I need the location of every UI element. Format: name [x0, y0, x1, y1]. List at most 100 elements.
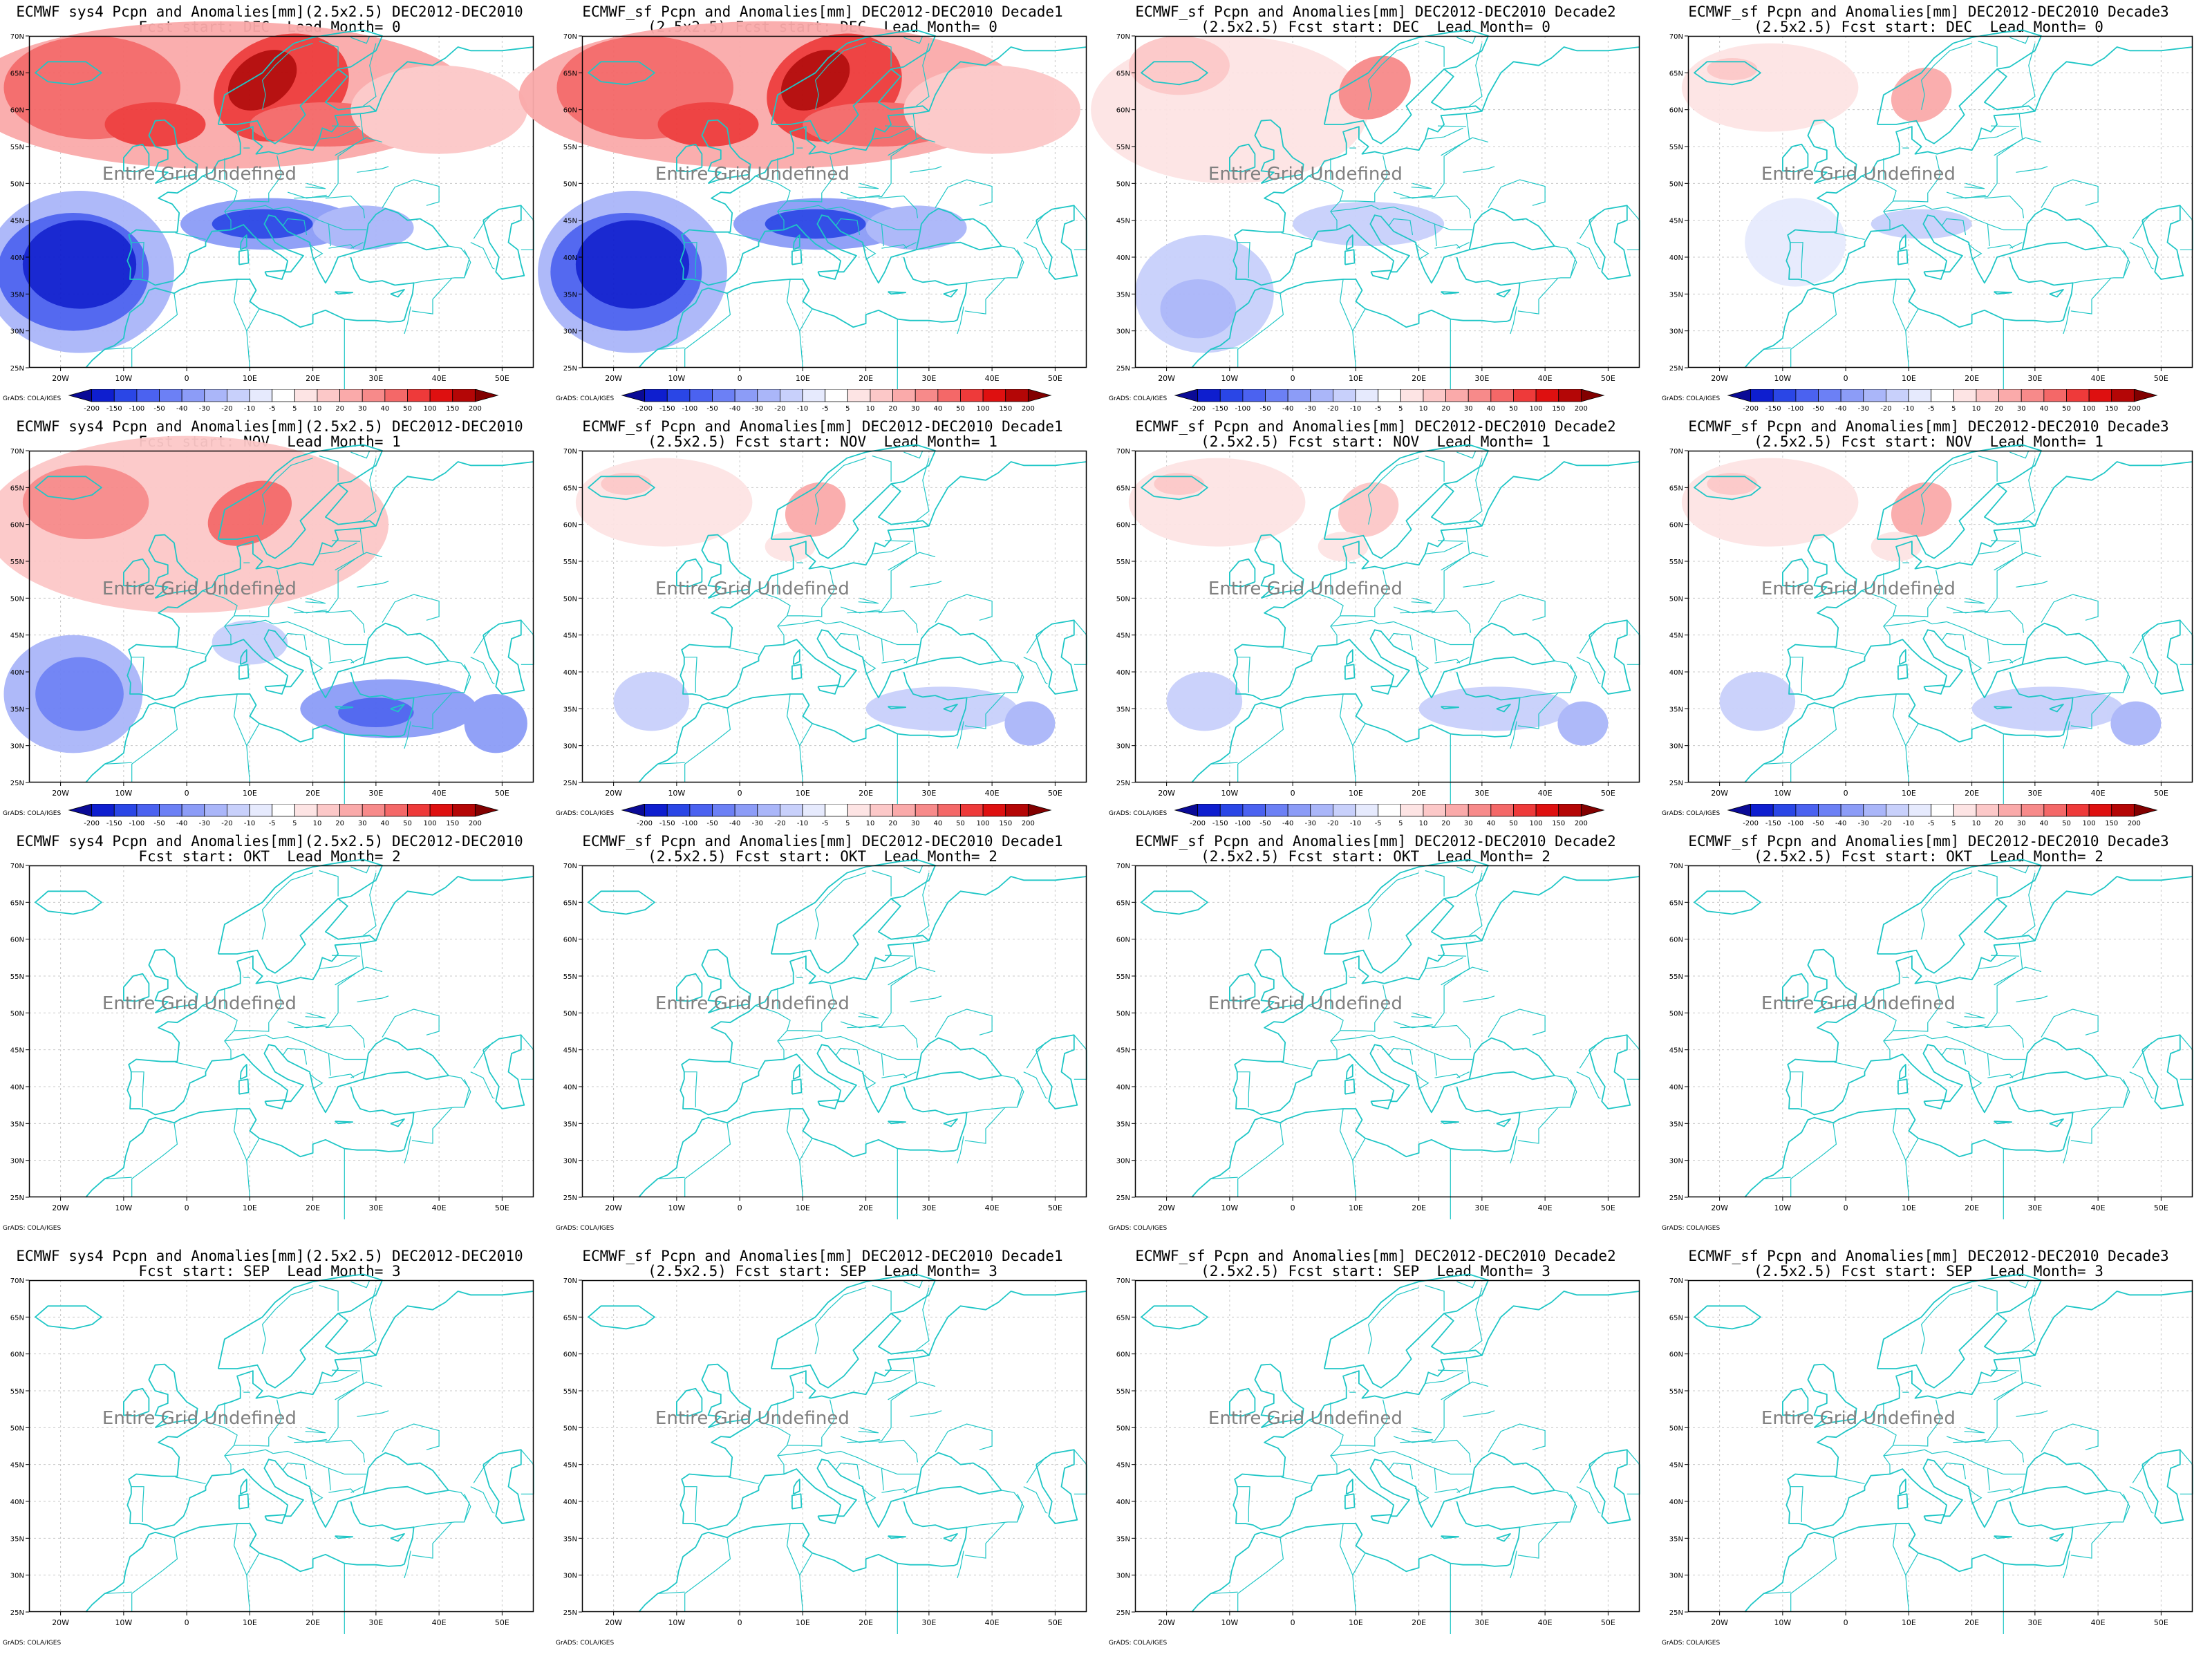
lon-tick-label: 10E — [1349, 1618, 1363, 1627]
legend-swatch — [1818, 803, 1841, 817]
legend-swatch — [780, 803, 803, 817]
lat-tick-label: 25N — [1669, 780, 1683, 787]
lat-tick-label: 40N — [10, 1084, 24, 1091]
lat-tick-label: 35N — [10, 291, 24, 299]
europe-map: Entire Grid Undefined 20W 10W 0 10E 20E 30E 40E… — [1116, 444, 1640, 805]
legend-swatch — [1400, 388, 1424, 402]
lat-tick-label: 60N — [1669, 937, 1683, 944]
legend-level-label: -100 — [682, 405, 698, 413]
lon-tick-label: 50E — [1601, 1618, 1615, 1627]
legend-level-label: 5 — [845, 820, 850, 827]
legend-level-label: 150 — [999, 820, 1012, 827]
legend-swatch — [644, 388, 668, 402]
lat-tick-label: 30N — [10, 743, 24, 751]
legend-swatch — [1580, 388, 1605, 402]
undefined-label: Entire Grid Undefined — [1208, 579, 1403, 599]
panel-title: ECMWF_sf Pcpn and Anomalies[mm] DEC2012-… — [1659, 834, 2198, 864]
undefined-label: Entire Grid Undefined — [655, 1408, 850, 1429]
legend-swatch — [825, 388, 848, 402]
grads-credit: GrADS: COLA/IGES — [1109, 395, 1168, 402]
legend-swatch — [294, 803, 318, 817]
legend-swatch — [2066, 388, 2090, 402]
legend-container: -200 -150 -100 -50 -40 -30 -20 -10 -5 5 10 20 30 40 50… — [1721, 388, 2164, 420]
legend-level-label: 200 — [1575, 820, 1588, 827]
legend-level-label: -150 — [1765, 405, 1781, 413]
map-frame — [1134, 450, 1640, 783]
lon-tick-label: 20W — [1158, 1618, 1175, 1627]
lon-tick-label: 10E — [1349, 1203, 1363, 1212]
legend-swatch — [1998, 388, 2022, 402]
color-legend: -200 -150 -100 -50 -40 -30 -20 -10 -5 5 10 20 30 40 50… — [68, 803, 499, 827]
lon-tick-label: 10W — [115, 789, 132, 798]
lat-tick-label: 65N — [10, 485, 24, 492]
legend-level-label: 100 — [1530, 405, 1543, 413]
panel-title: ECMWF_sf Pcpn and Anomalies[mm] DEC2012-… — [1106, 4, 1645, 35]
legend-level-label: -10 — [244, 405, 255, 413]
legend-swatch — [362, 388, 386, 402]
legend-level-label: -50 — [1259, 820, 1271, 827]
lon-tick-label: 20E — [1965, 1203, 1979, 1212]
legend-swatch — [429, 803, 453, 817]
panel-title-line2: Fcst start: OKT Lead Month= 2 — [138, 848, 401, 865]
panel-title-line1: ECMWF_sf Pcpn and Anomalies[mm] DEC2012-… — [582, 1248, 1063, 1264]
legend-swatch — [1333, 803, 1356, 817]
lon-tick-label: 20E — [859, 789, 873, 798]
lon-tick-label: 30E — [1474, 374, 1489, 383]
legend-swatch — [1378, 803, 1401, 817]
lat-tick-label: 50N — [1669, 1010, 1683, 1018]
legend-swatch — [91, 388, 115, 402]
map-panel: ECMWF sys4 Pcpn and Anomalies[mm](2.5x2.… — [0, 0, 553, 415]
legend-swatch — [1976, 388, 1999, 402]
lon-tick-label: 40E — [2091, 789, 2106, 798]
legend-swatch — [2133, 388, 2158, 402]
lat-tick-label: 70N — [1116, 863, 1130, 870]
lon-tick-label: 0 — [738, 374, 742, 383]
lon-tick-label: 10W — [668, 1618, 685, 1627]
lon-tick-label: 50E — [1601, 1203, 1615, 1212]
lat-tick-label: 50N — [10, 180, 24, 188]
lat-tick-label: 45N — [1669, 1047, 1683, 1055]
map-frame — [28, 35, 534, 368]
lat-tick-label: 40N — [10, 669, 24, 677]
panel-title-line2: (2.5x2.5) Fcst start: OKT Lead Month= 2 — [1201, 848, 1550, 865]
legend-level-label: 10 — [866, 820, 875, 827]
legend-swatch — [2021, 803, 2045, 817]
lat-tick-label: 35N — [1116, 291, 1130, 299]
panel-title-line2: (2.5x2.5) Fcst start: OKT Lead Month= 2 — [1754, 848, 2103, 865]
panel-title-line1: ECMWF_sf Pcpn and Anomalies[mm] DEC2012-… — [582, 418, 1063, 435]
undefined-label: Entire Grid Undefined — [102, 1408, 297, 1429]
lat-tick-label: 40N — [1116, 1499, 1130, 1506]
legend-swatch — [1580, 803, 1605, 817]
lat-tick-label: 50N — [10, 1010, 24, 1018]
legend-swatch — [1818, 388, 1841, 402]
legend-level-label: 100 — [424, 405, 437, 413]
legend-level-label: -20 — [1880, 405, 1891, 413]
legend-swatch — [204, 388, 227, 402]
lat-tick-label: 25N — [1116, 365, 1130, 373]
lat-tick-label: 40N — [563, 1499, 577, 1506]
panel-title: ECMWF_sf Pcpn and Anomalies[mm] DEC2012-… — [1106, 1248, 1645, 1279]
legend-level-label: 50 — [403, 820, 412, 827]
lat-tick-label: 50N — [563, 595, 577, 603]
lat-tick-label: 50N — [563, 180, 577, 188]
panel-title-line2: (2.5x2.5) Fcst start: OKT Lead Month= 2 — [648, 848, 997, 865]
legend-level-label: 10 — [866, 405, 875, 413]
legend-level-label: 5 — [1951, 405, 1956, 413]
lon-tick-label: 10E — [796, 374, 810, 383]
grads-credit: GrADS: COLA/IGES — [556, 810, 615, 817]
lon-tick-label: 20W — [1158, 1203, 1175, 1212]
legend-level-label: -40 — [1835, 820, 1846, 827]
panel-title-line2: (2.5x2.5) Fcst start: DEC Lead Month= 0 — [1201, 19, 1550, 35]
lat-tick-label: 35N — [1116, 1121, 1130, 1128]
legend-level-label: 5 — [1398, 820, 1403, 827]
gridlines — [582, 1280, 1087, 1612]
legend-swatch — [136, 388, 160, 402]
gridlines — [29, 865, 534, 1197]
lon-tick-label: 30E — [921, 1203, 936, 1212]
lat-tick-label: 55N — [1669, 1388, 1683, 1396]
legend-level-label: 20 — [1994, 820, 2003, 827]
legend-swatch — [1795, 388, 1819, 402]
lat-tick-label: 40N — [1669, 1499, 1683, 1506]
legend-level-label: 20 — [335, 405, 344, 413]
lat-tick-label: 55N — [10, 1388, 24, 1396]
